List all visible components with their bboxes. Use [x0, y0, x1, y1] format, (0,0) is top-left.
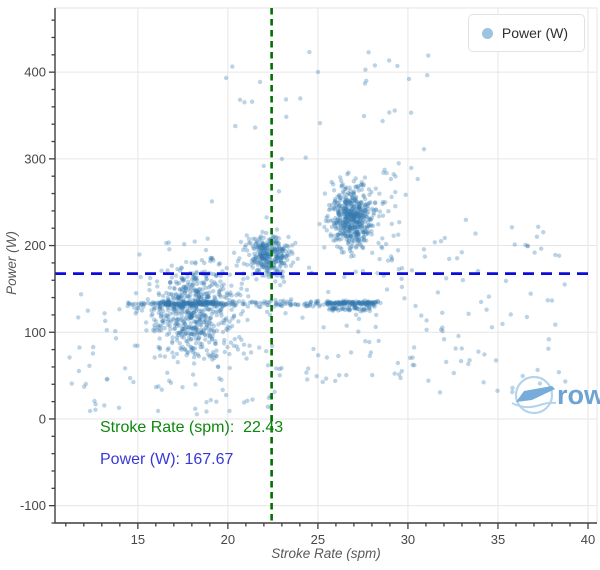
svg-text:200: 200: [24, 238, 46, 253]
annotation-stroke-rate: Stroke Rate (spm): 22.43: [100, 419, 284, 436]
svg-text:400: 400: [24, 65, 46, 80]
logo-circle: [514, 375, 554, 415]
axes: 15 20 25 30 35 40 -100 0 100 200 300 400: [20, 8, 597, 547]
svg-text:40: 40: [581, 532, 595, 547]
gridlines: [54, 7, 598, 524]
legend-marker-icon: [481, 27, 493, 39]
svg-text:0: 0: [39, 411, 46, 426]
svg-text:-100: -100: [20, 498, 46, 513]
svg-text:35: 35: [491, 532, 505, 547]
svg-text:30: 30: [401, 532, 415, 547]
x-axis-label: Stroke Rate (spm): [271, 546, 381, 561]
rowsandall-logo: rowsa: [511, 375, 600, 415]
boat-icon: [516, 386, 555, 402]
watermark-text: rowsa: [557, 380, 600, 410]
svg-text:20: 20: [221, 532, 235, 547]
svg-text:15: 15: [131, 532, 145, 547]
legend-label: Power (W): [501, 25, 568, 41]
annotation-power: Power (W): 167.67: [100, 451, 234, 468]
svg-text:100: 100: [24, 325, 46, 340]
svg-text:25: 25: [311, 532, 325, 547]
y-axis-label: Power (W): [4, 231, 19, 295]
legend[interactable]: Power (W): [467, 14, 585, 52]
svg-text:300: 300: [24, 151, 46, 166]
water-wave-icon: [511, 401, 557, 409]
